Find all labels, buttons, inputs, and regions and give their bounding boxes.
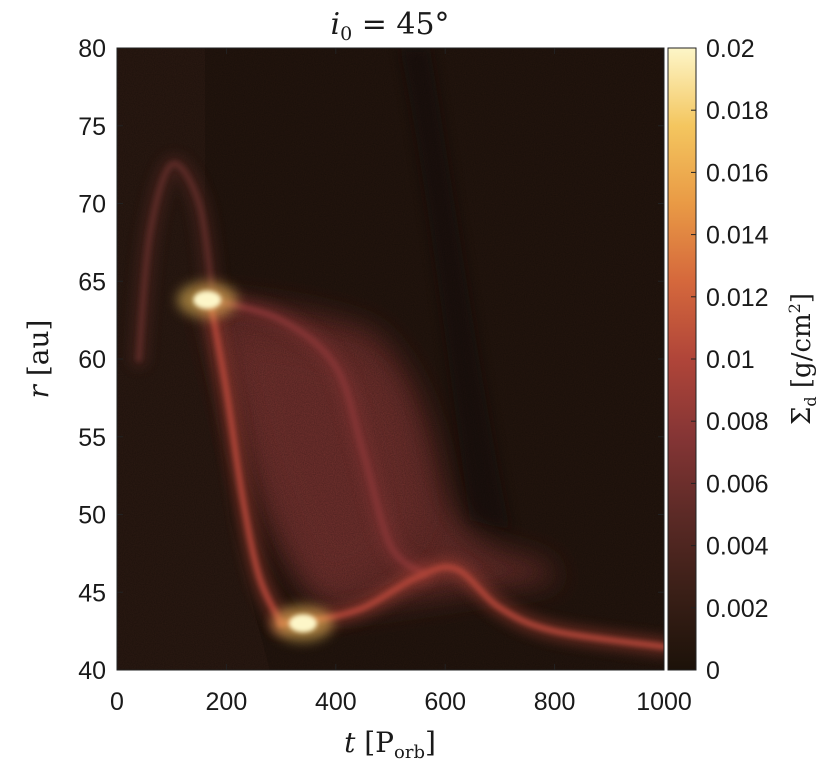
colorbar-tick-label: 0.014	[706, 222, 769, 250]
y-tick-label: 75	[78, 113, 106, 141]
y-tick-label: 55	[78, 424, 106, 452]
colorbar-tick-label: 0.004	[706, 533, 769, 561]
colorbar-tick-label: 0.006	[706, 470, 769, 498]
feature-group	[129, 155, 664, 656]
colorbar-ticks: 0 0.002 0.004 0.006 0.008 0.01 0.012 0.014 0.016…	[691, 35, 769, 685]
hot-spot-core	[288, 614, 317, 633]
y-tick-label: 45	[78, 579, 106, 607]
chart-title: i0 = 45°	[330, 7, 449, 45]
x-tick-label: 1000	[636, 688, 692, 716]
outer-arc	[135, 160, 216, 362]
y-axis-ticks: 40 45 50 55 60 65 70 75 80	[78, 35, 664, 685]
hot-spot-core	[193, 290, 222, 309]
x-tick-label: 0	[110, 688, 124, 716]
x-axis-label: t [Porb]	[344, 726, 436, 763]
colorbar-tick-label: 0.018	[706, 97, 769, 125]
y-tick-label: 50	[78, 502, 106, 530]
colorbar-tick-label: 0.008	[706, 408, 769, 436]
y-tick-label: 40	[78, 657, 106, 685]
svg-text:t [Porb]: t [Porb]	[344, 726, 436, 763]
x-tick-label: 200	[206, 688, 248, 716]
y-tick-label: 60	[78, 346, 106, 374]
svg-text:Σd [g/cm2]: Σd [g/cm2]	[785, 293, 820, 425]
y-tick-label: 80	[78, 35, 106, 63]
rim	[206, 296, 427, 577]
colorbar-label: Σd [g/cm2]	[785, 293, 820, 425]
x-tick-label: 600	[424, 688, 466, 716]
descending-front	[206, 296, 285, 627]
x-tick-label: 800	[534, 688, 576, 716]
y-tick-label: 70	[78, 191, 106, 219]
colorbar-tick-label: 0.02	[706, 35, 755, 63]
y-tick-label: 65	[78, 268, 106, 296]
colorbar-tick-label: 0.002	[706, 595, 769, 623]
y-axis-label: r [au]	[22, 320, 55, 399]
x-tick-label: 400	[315, 688, 357, 716]
colorbar-tick-label: 0.016	[706, 159, 769, 187]
svg-text:i0 = 45°: i0 = 45°	[330, 7, 449, 45]
heatmap-noise	[117, 48, 664, 670]
x-axis-ticks: 0 200 400 600 800 1000	[110, 48, 692, 716]
heatmap-area	[117, 48, 664, 670]
svg-text:r [au]: r [au]	[22, 320, 55, 399]
colorbar-tick-label: 0.012	[706, 284, 769, 312]
colorbar-tick-label: 0	[706, 657, 720, 685]
colorbar-tick-label: 0.01	[706, 346, 755, 374]
